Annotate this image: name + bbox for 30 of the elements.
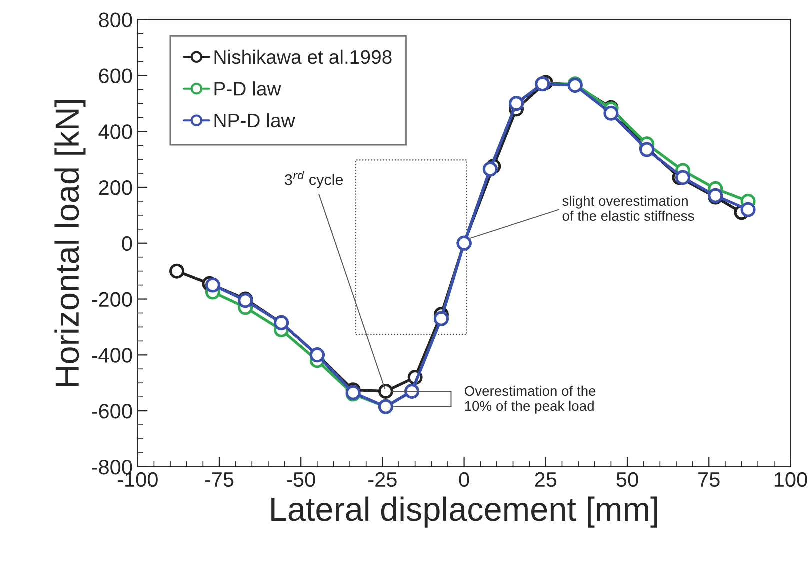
x-tick-label: 25 (535, 472, 557, 488)
point (205, 278, 220, 293)
legend-label: P-D law (214, 82, 282, 96)
legend-label: NP-D law (214, 113, 296, 128)
y-tick-label: -200 (92, 292, 132, 308)
x-tick-label: -50 (286, 472, 316, 488)
x-tick-label: -25 (368, 472, 397, 488)
legend-label: Nishikawa et al.1998 (214, 50, 392, 64)
x-tick-label: 100 (774, 472, 808, 488)
annotation: 3$^{rd}$ cycle (285, 171, 344, 188)
x-axis-title: Lateral displacement [mm] (272, 496, 658, 528)
y-tick-label: 600 (99, 68, 132, 84)
y-tick-label: -600 (92, 404, 132, 419)
annotation: slight overestimation of the elastic stiffness (562, 196, 694, 222)
point (740, 202, 756, 218)
x-tick-label: 75 (698, 472, 720, 488)
y-tick-label: 400 (98, 124, 132, 140)
annotation: Overestimation of the 10% of the peak load (464, 386, 596, 414)
y-tick-label: 200 (99, 180, 132, 196)
x-tick-label: -75 (205, 472, 234, 488)
y-axis-title: Horizontal load [kN] (54, 100, 86, 386)
y-tick-label: 800 (99, 12, 132, 28)
y-tick-label: 0 (122, 236, 132, 252)
point (604, 106, 619, 121)
y-tick-label: -400 (92, 348, 132, 363)
point (378, 384, 394, 399)
x-tick-label: 0 (459, 472, 470, 488)
point (170, 264, 185, 279)
x-tick-label: 50 (616, 472, 638, 488)
point (676, 170, 691, 186)
